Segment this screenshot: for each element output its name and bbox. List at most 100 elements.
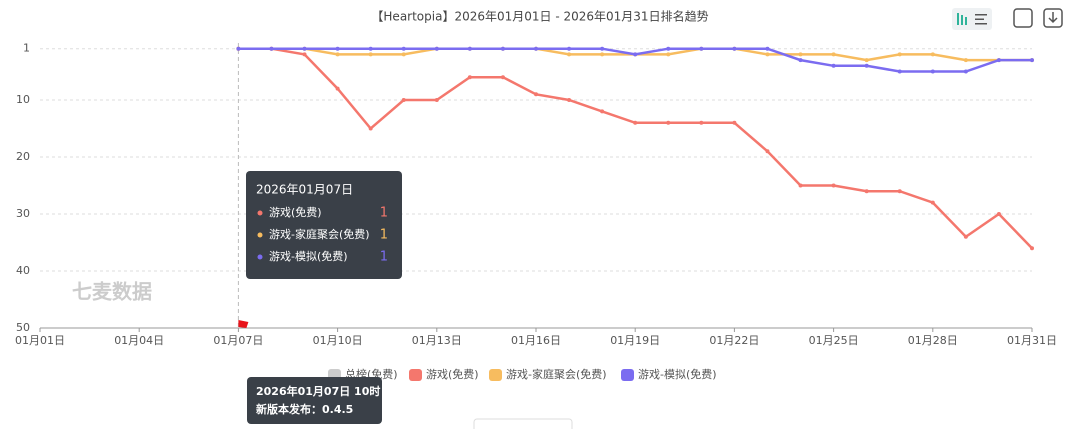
icon — [961, 15, 963, 25]
point — [831, 183, 836, 188]
tooltip-dot — [257, 232, 263, 238]
point — [798, 52, 803, 57]
point — [401, 46, 406, 51]
point — [302, 52, 307, 57]
point — [930, 52, 935, 57]
point — [930, 200, 935, 205]
point — [467, 46, 472, 51]
point — [600, 52, 605, 57]
series-line — [238, 47, 1032, 73]
button[interactable] — [473, 418, 573, 429]
legend-swatch — [489, 369, 502, 381]
download-button[interactable] — [1043, 8, 1063, 28]
legend-label: 游戏-家庭聚会(免费) — [506, 367, 607, 381]
point — [368, 126, 373, 131]
legend-label: 游戏-模拟(免费) — [638, 367, 717, 381]
point — [500, 75, 505, 80]
point — [963, 234, 968, 239]
tooltip-value: 1 — [380, 250, 388, 265]
x-tick-label: 01月07日 — [213, 334, 263, 347]
x-tick-label: 01月10日 — [313, 334, 363, 347]
point — [666, 120, 671, 125]
point — [567, 98, 572, 102]
point — [1030, 246, 1034, 251]
point — [534, 46, 538, 51]
x-tick-label: 01月28日 — [908, 334, 958, 347]
point — [732, 46, 737, 51]
legend-item[interactable]: 游戏(免费) — [409, 367, 479, 381]
point — [335, 46, 340, 51]
point — [864, 189, 869, 194]
point — [831, 63, 836, 68]
tooltip-dot — [257, 254, 263, 260]
event-flag — [238, 320, 249, 332]
icon — [965, 17, 967, 25]
point — [666, 52, 671, 57]
legend-item[interactable]: 游戏-家庭聚会(免费) — [489, 367, 607, 381]
x-tick-label: 01月13日 — [412, 334, 462, 347]
point — [996, 58, 1001, 63]
tooltip-title: 2026年01月07日 — [256, 183, 353, 197]
chart-title: 【Heartopia】2026年01月01日 - 2026年01月31日排名趋势 — [371, 9, 708, 24]
tooltip-name: 游戏-模拟(免费) — [269, 249, 348, 263]
point — [335, 52, 340, 57]
x-tick-label: 01月31日 — [1007, 334, 1057, 347]
annotation-text: 新版本发布：0.4.5 — [256, 402, 353, 416]
legend-item[interactable]: 游戏-模拟(免费) — [621, 367, 717, 381]
point — [600, 109, 605, 114]
point — [269, 46, 274, 51]
point — [765, 149, 770, 154]
point — [831, 52, 836, 57]
point — [567, 52, 572, 57]
point — [633, 120, 638, 125]
tooltip-dot — [257, 210, 263, 216]
y-tick-label: 30 — [16, 207, 30, 220]
icon — [975, 23, 987, 25]
point — [368, 52, 373, 57]
point — [897, 69, 902, 74]
point — [567, 46, 572, 51]
point — [996, 212, 1001, 216]
point — [500, 46, 505, 51]
point — [765, 46, 770, 51]
point — [633, 52, 638, 57]
point — [335, 86, 340, 91]
toolbar[interactable] — [952, 8, 1063, 30]
point — [798, 183, 803, 188]
x-tick-label: 01月04日 — [114, 334, 164, 347]
x-tick-label: 01月22日 — [709, 334, 759, 347]
point — [534, 92, 538, 97]
point — [434, 46, 439, 51]
tooltip-box — [246, 171, 402, 279]
image-button[interactable] — [1013, 8, 1033, 28]
annotation-box — [247, 377, 382, 424]
point — [930, 69, 935, 74]
point — [798, 58, 803, 63]
annotation-text: 2026年01月07日 10时 — [256, 384, 380, 398]
point — [732, 120, 737, 125]
y-tick-label: 20 — [16, 150, 30, 163]
x-tick-label: 01月01日 — [15, 334, 65, 347]
point — [236, 46, 241, 51]
point — [765, 52, 770, 57]
tooltip-value: 1 — [380, 206, 388, 221]
point — [699, 46, 704, 51]
point — [467, 75, 472, 80]
point — [368, 46, 373, 51]
y-tick-label: 40 — [16, 264, 30, 277]
point — [1030, 58, 1034, 63]
watermark: 七麦数据 — [72, 280, 152, 304]
x-tick-label: 01月16日 — [511, 334, 561, 347]
icon — [1048, 12, 1058, 24]
tooltip-name: 游戏-家庭聚会(免费) — [269, 227, 370, 241]
legend-label: 游戏(免费) — [426, 367, 479, 381]
point — [897, 52, 902, 57]
point — [666, 46, 671, 51]
legend-swatch — [409, 369, 422, 381]
point — [401, 52, 406, 57]
point — [963, 69, 968, 74]
legend-swatch — [621, 369, 634, 381]
